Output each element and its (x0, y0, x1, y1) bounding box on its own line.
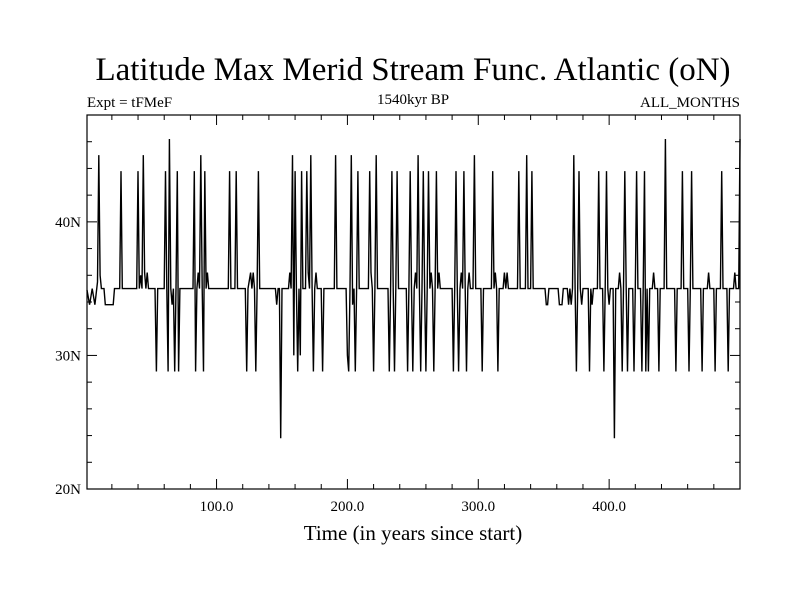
x-tick-label: 400.0 (592, 499, 626, 515)
x-tick-label: 300.0 (461, 499, 495, 515)
series-line (86, 138, 741, 439)
right-string: ALL_MONTHS (640, 95, 740, 111)
x-tick-label: 100.0 (200, 499, 234, 515)
chart-title: Latitude Max Merid Stream Func. Atlantic… (95, 52, 730, 88)
x-tick-label: 200.0 (331, 499, 365, 515)
y-tick-label: 30N (55, 348, 81, 364)
y-tick-label: 20N (55, 482, 81, 498)
left-string: Expt = tFMeF (87, 95, 172, 111)
y-tick-label: 40N (55, 215, 81, 231)
center-string: 1540kyr BP (377, 92, 449, 108)
plot-area (86, 138, 741, 439)
x-axis-label: Time (in years since start) (304, 521, 523, 545)
